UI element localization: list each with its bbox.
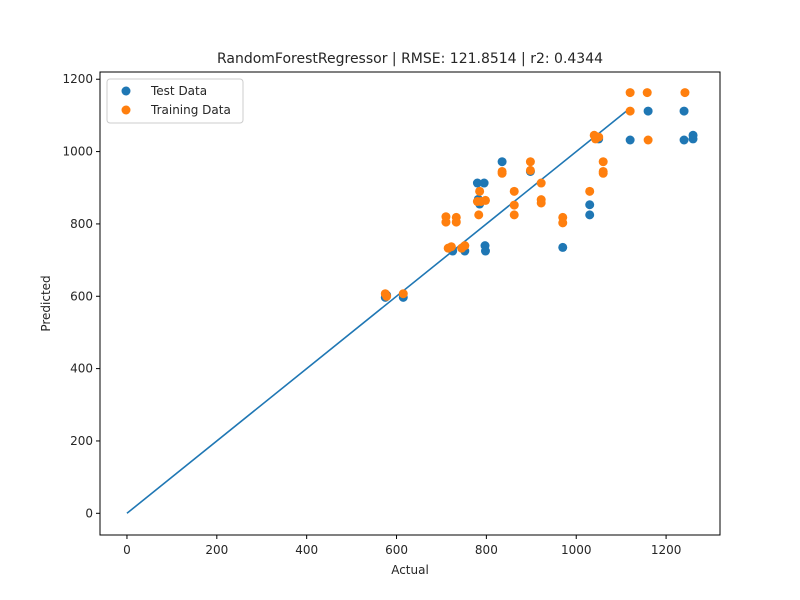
data-point	[451, 217, 461, 227]
data-point	[558, 218, 568, 228]
y-tick-label: 800	[70, 217, 93, 231]
data-point	[643, 106, 653, 116]
data-point	[585, 200, 595, 210]
data-point	[643, 135, 653, 145]
data-point	[688, 134, 698, 144]
legend-marker	[121, 86, 131, 96]
x-tick-label: 200	[205, 543, 228, 557]
data-point	[475, 186, 485, 196]
data-point	[497, 168, 507, 178]
data-point	[625, 106, 635, 116]
data-point	[509, 186, 519, 196]
y-tick-label: 600	[70, 289, 93, 303]
x-tick-label: 400	[295, 543, 318, 557]
x-tick-label: 1000	[561, 543, 592, 557]
data-point	[625, 135, 635, 145]
data-point	[441, 212, 451, 222]
x-axis-label: Actual	[391, 563, 429, 577]
data-point	[525, 165, 535, 175]
y-tick-label: 0	[85, 506, 93, 520]
data-points	[380, 88, 698, 302]
data-point	[398, 289, 408, 299]
data-point	[480, 195, 490, 205]
x-axis: 0 200 400 600 800 1000 1200	[123, 535, 681, 557]
legend-box	[106, 78, 244, 124]
legend-label: Training Data	[150, 103, 231, 117]
chart-title: RandomForestRegressor | RMSE: 121.8514 |…	[217, 51, 603, 67]
data-point	[472, 178, 482, 188]
data-point	[474, 210, 484, 220]
data-point	[536, 198, 546, 208]
data-point	[536, 178, 546, 188]
data-point	[497, 157, 507, 167]
y-tick-label: 200	[70, 434, 93, 448]
data-point	[382, 291, 392, 301]
x-tick-label: 0	[123, 543, 131, 557]
data-point	[625, 88, 635, 98]
y-tick-label: 1200	[62, 72, 93, 86]
data-point	[558, 242, 568, 252]
legend-label: Test Data	[150, 84, 207, 98]
data-point	[594, 132, 604, 142]
x-tick-label: 1200	[651, 543, 682, 557]
x-tick-label: 600	[385, 543, 408, 557]
data-point	[680, 88, 690, 98]
plot-area-frame	[99, 71, 721, 536]
data-point	[679, 106, 689, 116]
y-tick-label: 1000	[62, 145, 93, 159]
y-axis-label: Predicted	[39, 275, 53, 331]
data-point	[509, 200, 519, 210]
data-point	[679, 135, 689, 145]
data-point	[479, 178, 489, 188]
data-point	[598, 157, 608, 167]
reference-line	[126, 107, 631, 514]
data-point	[585, 186, 595, 196]
series-training-data	[380, 88, 690, 301]
data-point	[480, 246, 490, 256]
data-point	[460, 241, 470, 251]
y-tick-label: 400	[70, 362, 93, 376]
data-point	[446, 242, 456, 252]
x-tick-label: 800	[475, 543, 498, 557]
data-point	[585, 210, 595, 220]
data-point	[642, 88, 652, 98]
data-point	[598, 168, 608, 178]
data-point	[509, 210, 519, 220]
legend-marker	[121, 105, 131, 115]
legend: Test Data Training Data	[106, 78, 244, 124]
data-point	[525, 157, 535, 167]
y-axis: 0 200 400 600 800 1000 1200	[62, 72, 100, 520]
